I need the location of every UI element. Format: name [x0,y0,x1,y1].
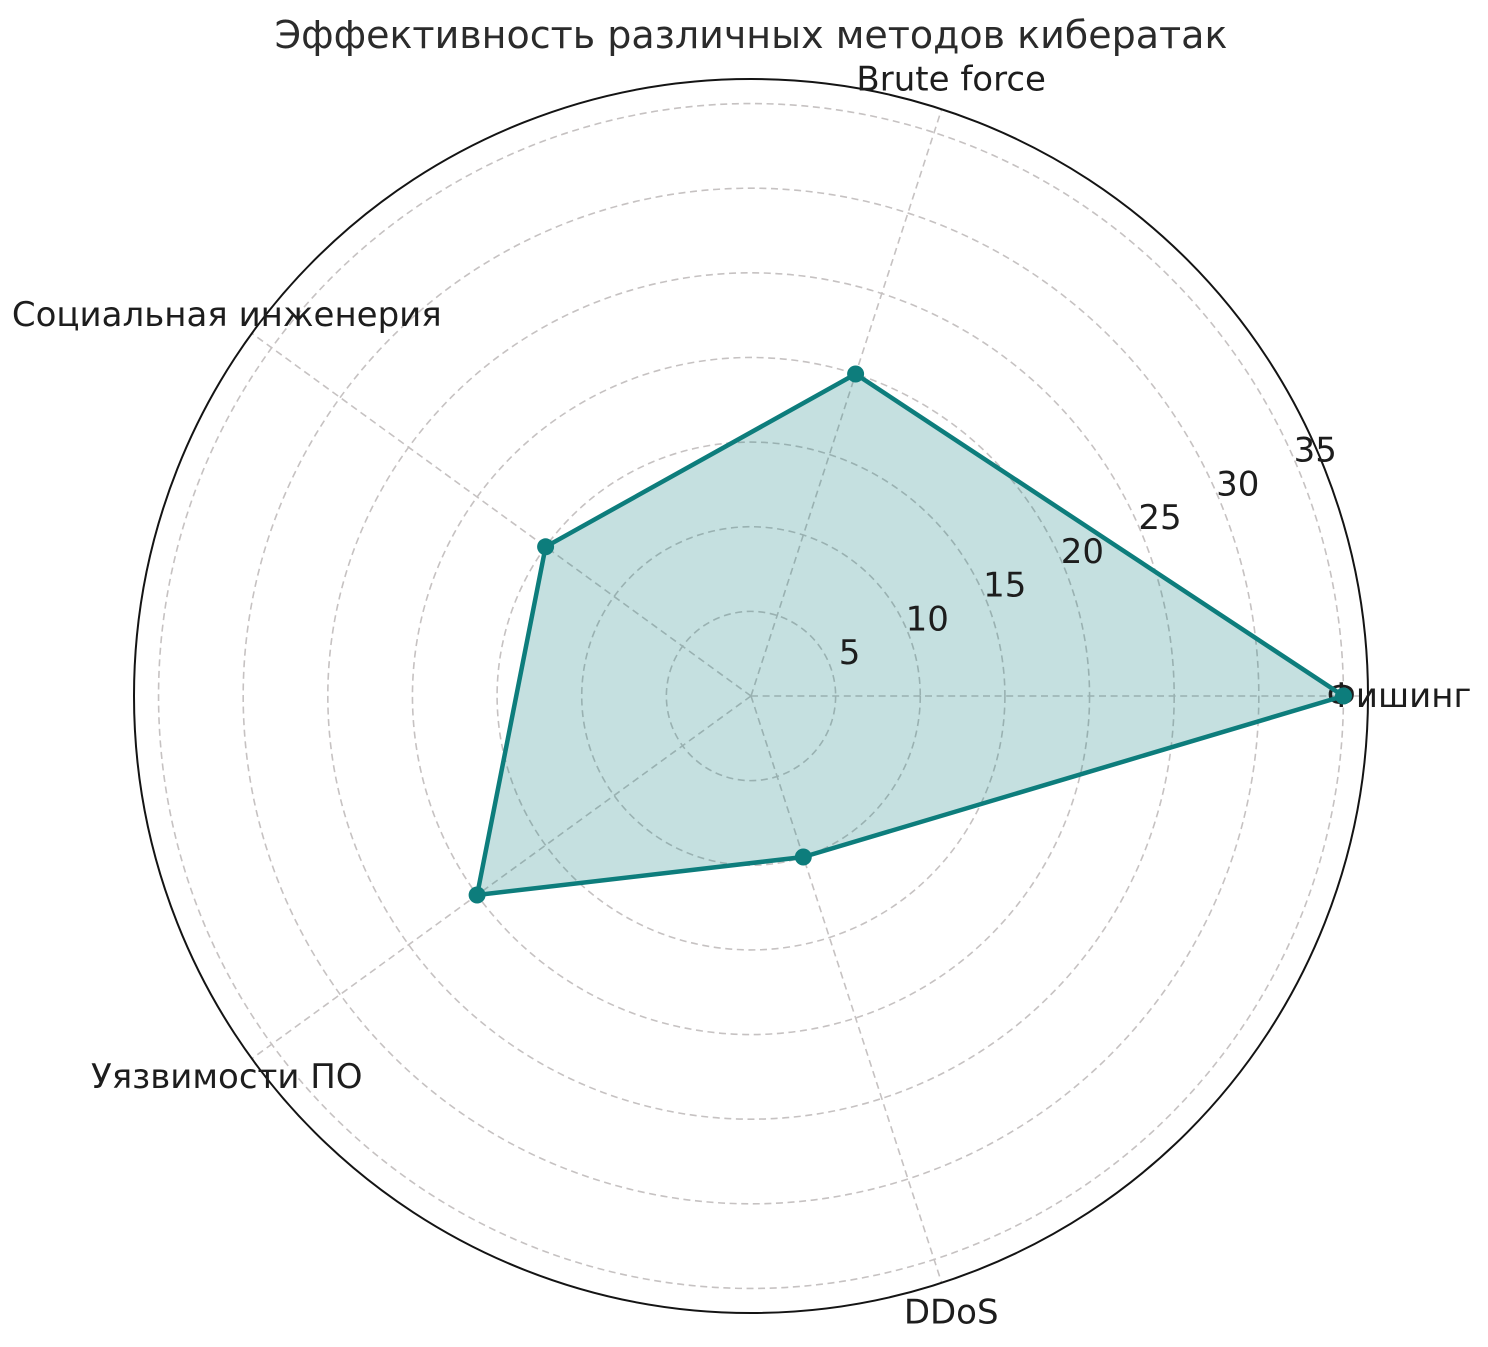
axis-spoke-2 [251,332,752,697]
axis-label-2: Социальная инженерия [12,295,442,335]
axis-label-4: DDoS [904,1292,999,1332]
r-tick-label-30: 30 [1216,464,1259,504]
radar-outline [474,371,1346,898]
r-tick-label-35: 35 [1294,431,1337,471]
r-tick-label-5: 5 [839,633,861,673]
r-tick-label-25: 25 [1138,498,1181,538]
data-point-4 [794,848,812,866]
radar-area [477,374,1344,895]
r-gridline-15 [496,441,1006,951]
r-tick-label-20: 20 [1061,532,1104,572]
axis-label-1: Brute force [856,60,1046,100]
r-gridline-30 [242,187,1260,1205]
axis-spoke-4 [750,695,943,1284]
chart-title: Эффективность различных методов киберата… [275,13,1228,57]
axis-spoke-1 [750,108,943,697]
axis-spoke-3 [251,695,752,1060]
data-point-2 [537,538,555,556]
r-tick-label-10: 10 [906,599,949,639]
polar-spine [133,78,1369,1314]
data-point-1 [847,365,865,383]
axis-label-3: Уязвимости ПО [91,1057,363,1097]
data-point-0 [1335,687,1352,705]
r-tick-label-15: 15 [983,566,1026,606]
data-point-3 [468,886,486,904]
